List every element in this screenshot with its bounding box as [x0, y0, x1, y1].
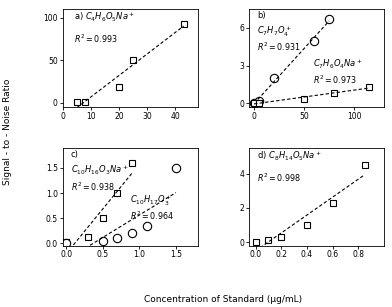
Text: b): b): [257, 11, 266, 20]
Text: $R^2 = 0.931$: $R^2 = 0.931$: [257, 41, 301, 53]
Text: $C_{10}H_{16}O_3Na^+$: $C_{10}H_{16}O_3Na^+$: [71, 164, 128, 177]
Text: Signal - to - Noise Ratio: Signal - to - Noise Ratio: [4, 79, 12, 185]
Text: $C_7H_7O_4^+$: $C_7H_7O_4^+$: [257, 25, 292, 39]
Text: $R^2 = 0.973$: $R^2 = 0.973$: [312, 74, 357, 86]
Text: $R^2 = 0.993$: $R^2 = 0.993$: [74, 33, 118, 45]
Text: $R^2 = 0.938$: $R^2 = 0.938$: [71, 180, 115, 192]
Text: c): c): [71, 150, 79, 159]
Text: a) $C_4H_6O_5Na^+$: a) $C_4H_6O_5Na^+$: [74, 11, 134, 24]
Text: $C_7H_6O_4Na^+$: $C_7H_6O_4Na^+$: [312, 58, 363, 71]
Text: $R^2 = 0.998$: $R^2 = 0.998$: [257, 171, 301, 184]
Text: $R^2 = 0.964$: $R^2 = 0.964$: [130, 209, 174, 222]
Text: $C_{10}H_{17}O_3^+$: $C_{10}H_{17}O_3^+$: [130, 194, 172, 208]
Text: d) $C_8H_{14}O_5Na^+$: d) $C_8H_{14}O_5Na^+$: [257, 150, 322, 163]
Text: Concentration of Standard (µg/mL): Concentration of Standard (µg/mL): [144, 295, 303, 304]
